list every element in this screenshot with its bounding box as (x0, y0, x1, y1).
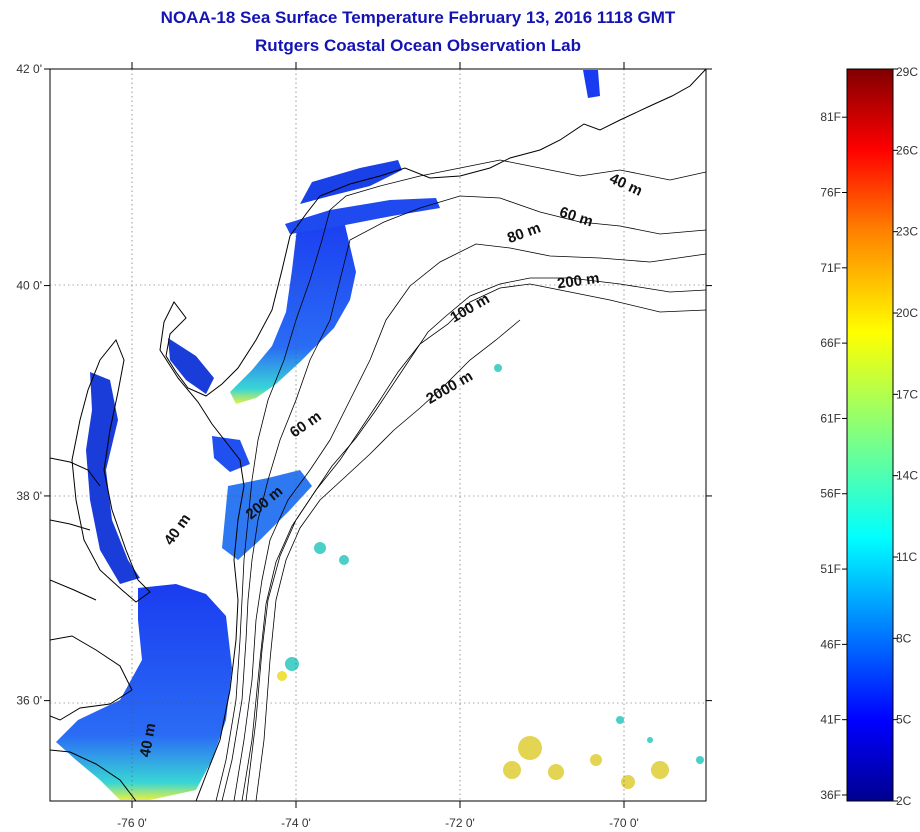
colorbar-c-label-5: 14C (896, 469, 918, 483)
lat-tick-label-0: 42 0' (16, 62, 42, 76)
colorbar-f-label-1: 76F (820, 186, 841, 200)
lat-tick-label-2: 38 0' (16, 489, 42, 503)
colorbar-celsius-labels: 29C 26C 23C 20C 17C 14C 11C 8C 5C 2C (893, 65, 918, 808)
isobath-80 (233, 243, 706, 801)
colorbar-c-label-8: 5C (896, 713, 912, 727)
isobath-2000 (255, 319, 521, 801)
lat-axis: 42 0' 40 0' 38 0' 36 0' (16, 62, 712, 708)
sst-long-island-sound (300, 160, 402, 204)
colorbar-f-label-5: 56F (820, 487, 841, 501)
colorbar-c-label-4: 17C (896, 387, 918, 401)
colorbar-f-label-4: 61F (820, 411, 841, 425)
colorbar-c-label-6: 11C (896, 550, 917, 564)
colorbar-c-label-9: 2C (896, 794, 912, 808)
isobath-label-9: 40 m (137, 722, 160, 759)
map-subtitle: Rutgers Coastal Ocean Observation Lab (255, 36, 581, 55)
colorbar-f-label-6: 51F (820, 562, 841, 576)
isobath-60 (221, 195, 706, 801)
colorbar-f-label-9: 36F (820, 788, 841, 802)
potomac (50, 457, 101, 601)
map-title: NOAA-18 Sea Surface Temperature February… (160, 8, 676, 27)
sst-long-island-south (285, 198, 440, 234)
colorbar-c-label-7: 8C (896, 631, 912, 645)
sst-buzzards (583, 70, 600, 98)
colorbar-gradient (846, 68, 894, 802)
isobath-40 (215, 159, 706, 801)
colorbar-c-label-3: 20C (896, 306, 918, 320)
lon-tick-label-0: -76 0' (117, 816, 147, 830)
lon-tick-label-3: -70 0' (609, 816, 639, 830)
isobath-200 (245, 283, 706, 801)
sst-delaware-bay (168, 338, 214, 394)
lon-tick-label-1: -74 0' (281, 816, 311, 830)
sst-offshore-patches (503, 736, 669, 789)
isobath-100 (241, 277, 706, 801)
lon-axis: -76 0' -74 0' -72 0' -70 0' (117, 62, 639, 830)
colorbar-f-label-7: 46F (820, 637, 841, 651)
colorbar: 29C 26C 23C 20C 17C 14C 11C 8C 5C 2C 81F 76F 71F 66F… (820, 65, 918, 808)
colorbar-f-label-2: 71F (820, 261, 841, 275)
colorbar-f-label-8: 41F (820, 713, 841, 727)
sst-new-jersey-shelf (230, 214, 356, 404)
lat-tick-label-3: 36 0' (16, 694, 42, 708)
sst-coverage (56, 70, 704, 800)
isobath-label-3: 200 m (556, 270, 600, 293)
sst-delmarva-shelf (222, 470, 312, 560)
chesapeake-shore (71, 339, 151, 603)
lon-tick-label-2: -72 0' (445, 816, 475, 830)
colorbar-c-label-2: 23C (896, 225, 918, 239)
colorbar-fahrenheit-labels: 81F 76F 71F 66F 61F 56F 51F 46F 41F 36F (820, 110, 847, 802)
coastline (159, 69, 706, 801)
colorbar-f-label-3: 66F (820, 336, 841, 350)
sst-chesapeake (86, 372, 140, 584)
lat-tick-label-1: 40 0' (16, 279, 42, 293)
colorbar-c-label-0: 29C (896, 65, 918, 79)
sst-scatter (277, 364, 704, 764)
colorbar-f-label-0: 81F (820, 110, 841, 124)
graticule (50, 69, 706, 801)
isobath-contours (215, 159, 706, 801)
sst-nc-shelf (56, 584, 232, 800)
colorbar-c-label-1: 26C (896, 143, 918, 157)
